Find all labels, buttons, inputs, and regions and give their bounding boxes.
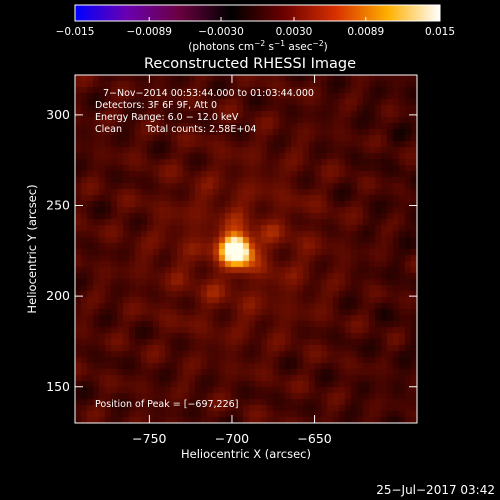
y-tick-label: 300 — [46, 107, 70, 122]
y-tick-label: 250 — [46, 198, 70, 213]
colorbar-tick-label: 0.0089 — [347, 26, 384, 38]
plot-frame — [74, 74, 418, 424]
colorbar-tick-label: −0.0089 — [126, 26, 172, 38]
colorbar-ticks: −0.015 −0.0089 −0.0030 0.0030 0.0089 0.015 — [56, 17, 455, 38]
y-axis-label: Heliocentric Y (arcsec) — [25, 184, 39, 313]
annotation-counts: Total counts: 2.58E+04 — [145, 124, 256, 135]
x-axis-label: Heliocentric X (arcsec) — [181, 447, 311, 461]
colorbar-tick-label: 0.015 — [425, 26, 455, 38]
y-axis-ticks: 150 200 250 300 — [46, 107, 417, 394]
x-tick-label: −650 — [297, 431, 331, 446]
annotation-time-range: 7−Nov−2014 00:53:44.000 to 01:03:44.000 — [103, 88, 314, 99]
chart-title: Reconstructed RHESSI Image — [144, 56, 356, 72]
heatmap-image — [75, 75, 417, 423]
annotation-detectors: Detectors: 3F 6F 9F, Att 0 — [95, 100, 217, 111]
annotation-algorithm: Clean — [95, 124, 122, 135]
x-tick-label: −700 — [215, 431, 249, 446]
colorbar-tick-label: −0.0030 — [198, 26, 244, 38]
footer-timestamp: 25−Jul−2017 03:42 — [376, 483, 495, 497]
annotation-peak-position: Position of Peak = [−697,226] — [95, 399, 238, 410]
y-tick-label: 200 — [46, 288, 70, 303]
y-tick-label: 150 — [46, 379, 70, 394]
annotation-energy: Energy Range: 6.0 − 12.0 keV — [95, 112, 239, 123]
x-axis-ticks: −750 −700 −650 — [132, 75, 332, 446]
colorbar-units: (photons cm−2 s−1 asec−2) — [188, 39, 327, 53]
colorbar-tick-label: 0.0030 — [276, 26, 313, 38]
colorbar-tick-label: −0.015 — [56, 26, 95, 38]
x-tick-label: −750 — [132, 431, 166, 446]
colorbar — [74, 4, 441, 22]
